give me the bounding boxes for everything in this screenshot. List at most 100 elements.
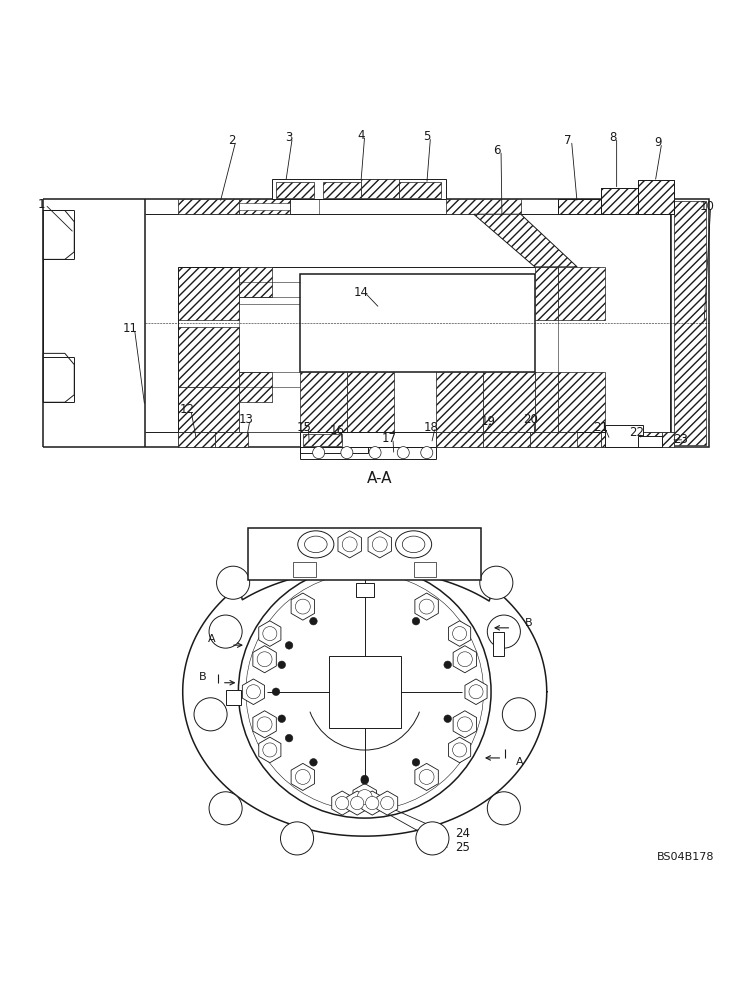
Bar: [535, 372, 558, 432]
Text: 4: 4: [357, 129, 365, 142]
Polygon shape: [448, 621, 471, 646]
Bar: [605, 425, 643, 447]
Polygon shape: [353, 784, 377, 811]
Text: 5: 5: [423, 130, 430, 143]
Bar: [638, 180, 674, 214]
Bar: [436, 372, 483, 432]
Circle shape: [361, 775, 368, 783]
Circle shape: [272, 688, 280, 696]
Bar: [436, 432, 483, 447]
Text: 8: 8: [609, 131, 617, 144]
Text: 13: 13: [239, 413, 253, 426]
Polygon shape: [368, 531, 392, 558]
Bar: [226, 690, 241, 705]
Circle shape: [342, 537, 357, 552]
Bar: [535, 267, 558, 320]
Bar: [361, 179, 399, 198]
Bar: [300, 432, 436, 447]
Polygon shape: [448, 737, 471, 763]
Bar: [177, 387, 239, 432]
Polygon shape: [465, 679, 487, 705]
Bar: [239, 267, 271, 297]
Circle shape: [285, 734, 293, 742]
Bar: [329, 656, 401, 728]
Circle shape: [278, 715, 286, 722]
Polygon shape: [259, 621, 281, 646]
Circle shape: [416, 822, 449, 855]
Circle shape: [194, 698, 227, 731]
Bar: [300, 447, 368, 453]
Polygon shape: [43, 210, 74, 259]
Circle shape: [469, 685, 483, 699]
Polygon shape: [242, 679, 265, 705]
Bar: [483, 432, 530, 447]
Text: B: B: [422, 565, 428, 574]
Text: 14: 14: [353, 286, 368, 299]
Text: 10: 10: [699, 200, 714, 213]
Bar: [271, 179, 445, 199]
Bar: [674, 201, 706, 445]
Bar: [177, 267, 239, 320]
Bar: [601, 188, 638, 214]
Text: 16: 16: [330, 424, 345, 437]
Bar: [356, 583, 374, 597]
Bar: [347, 372, 394, 432]
Bar: [239, 199, 290, 214]
Polygon shape: [415, 763, 438, 790]
Bar: [414, 562, 436, 577]
Circle shape: [262, 743, 277, 757]
Bar: [293, 562, 316, 577]
Circle shape: [457, 717, 472, 732]
Ellipse shape: [402, 536, 425, 553]
Text: 20: 20: [523, 413, 538, 426]
Bar: [215, 432, 248, 447]
Text: 11: 11: [123, 322, 138, 335]
Circle shape: [412, 617, 420, 625]
Polygon shape: [338, 531, 362, 558]
Bar: [605, 432, 638, 447]
Bar: [177, 199, 239, 214]
Text: 24: 24: [455, 827, 470, 840]
Bar: [530, 432, 578, 447]
Circle shape: [257, 652, 272, 667]
Polygon shape: [259, 737, 281, 763]
Bar: [23, 135, 729, 489]
Ellipse shape: [298, 531, 334, 558]
Bar: [558, 199, 601, 214]
Bar: [558, 267, 605, 320]
Circle shape: [238, 565, 491, 818]
Text: 19: 19: [481, 415, 496, 428]
Circle shape: [365, 796, 379, 810]
Bar: [558, 432, 601, 447]
Bar: [493, 632, 504, 656]
Bar: [638, 180, 674, 214]
Bar: [638, 432, 674, 447]
Polygon shape: [362, 791, 383, 815]
Text: 25: 25: [455, 841, 470, 854]
Text: BS04B178: BS04B178: [657, 852, 714, 862]
Text: 15: 15: [297, 421, 312, 434]
Circle shape: [310, 759, 317, 766]
Circle shape: [369, 447, 381, 459]
Text: A: A: [302, 565, 308, 574]
Circle shape: [313, 447, 325, 459]
Bar: [177, 327, 239, 387]
Bar: [239, 372, 271, 402]
Text: 3: 3: [285, 131, 293, 144]
Bar: [558, 372, 605, 432]
Circle shape: [310, 617, 317, 625]
Text: 1: 1: [38, 198, 45, 211]
Text: B: B: [525, 618, 532, 628]
Bar: [601, 188, 638, 214]
Circle shape: [209, 792, 242, 825]
Polygon shape: [253, 711, 276, 738]
Bar: [601, 432, 638, 447]
Text: 9: 9: [654, 136, 662, 149]
Circle shape: [419, 599, 434, 614]
Circle shape: [257, 717, 272, 732]
Polygon shape: [253, 646, 276, 673]
Text: 21: 21: [593, 421, 608, 434]
Circle shape: [412, 759, 420, 766]
Polygon shape: [347, 791, 368, 815]
Circle shape: [361, 777, 368, 784]
